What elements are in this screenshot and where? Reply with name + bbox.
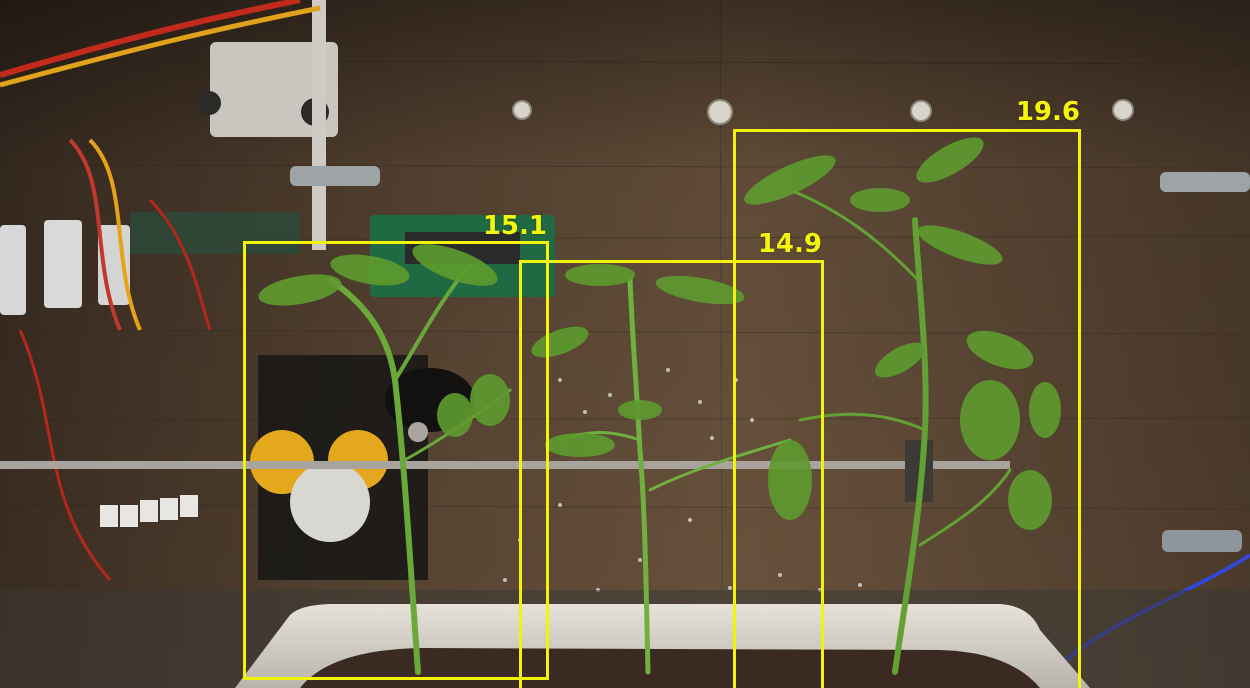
detection-box-1 bbox=[243, 241, 549, 680]
detection-label-1: 15.1 bbox=[482, 211, 547, 241]
leaves bbox=[258, 137, 1061, 530]
detection-label-2: 14.9 bbox=[757, 229, 822, 259]
tomato-plants bbox=[327, 188, 1012, 675]
detection-box-3 bbox=[733, 129, 1081, 688]
detection-box-2 bbox=[519, 260, 824, 688]
detection-label-3: 19.6 bbox=[1015, 97, 1080, 127]
mounting-holes bbox=[512, 99, 1134, 125]
rod bbox=[0, 461, 1010, 469]
